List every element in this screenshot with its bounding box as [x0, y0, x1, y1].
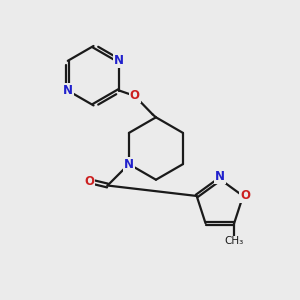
Text: N: N — [114, 54, 124, 67]
Text: O: O — [84, 176, 94, 188]
Text: O: O — [240, 190, 250, 202]
Text: N: N — [124, 158, 134, 171]
Text: O: O — [130, 89, 140, 102]
Text: N: N — [63, 84, 73, 97]
Text: N: N — [215, 170, 225, 183]
Text: CH₃: CH₃ — [224, 236, 244, 246]
